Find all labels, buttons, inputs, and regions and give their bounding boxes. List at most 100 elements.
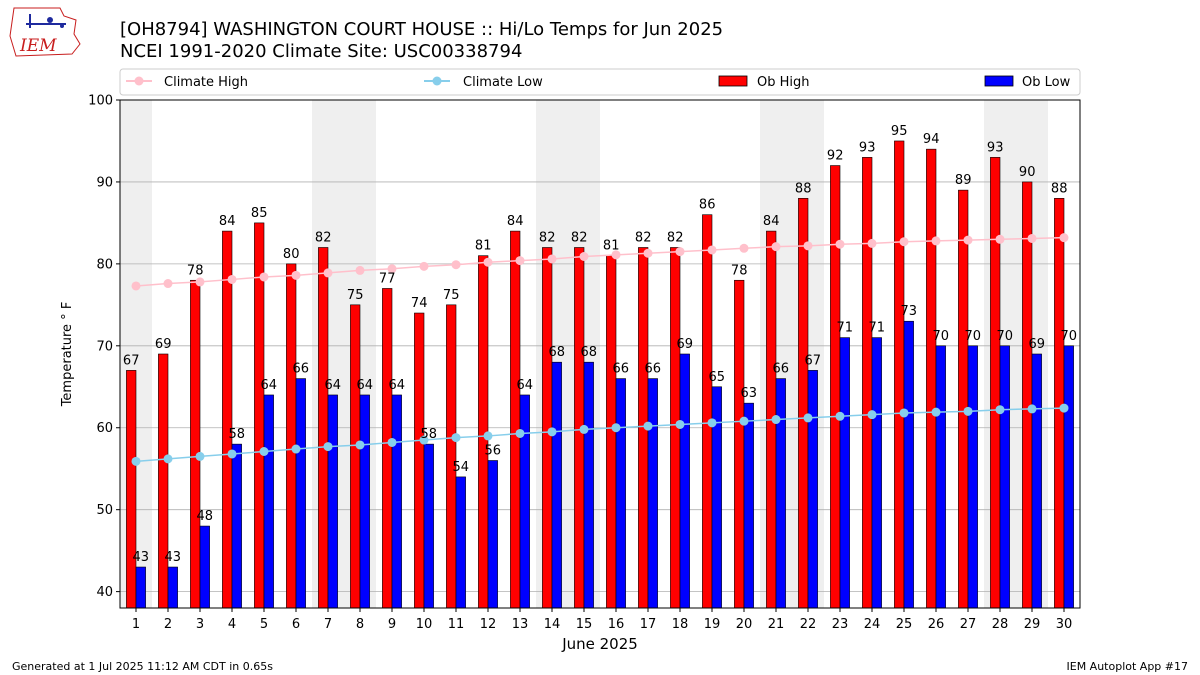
ob-low-bar bbox=[519, 394, 530, 609]
ob-high-label: 82 bbox=[571, 230, 588, 245]
ob-low-label: 43 bbox=[165, 550, 182, 565]
ob-low-label: 65 bbox=[709, 370, 726, 385]
x-tick-label: 19 bbox=[704, 617, 721, 632]
ob-high-bar bbox=[990, 157, 1001, 609]
legend-climate-high: Climate High bbox=[126, 75, 248, 90]
climate-high-point bbox=[419, 261, 429, 271]
y-tick-label: 50 bbox=[96, 503, 113, 518]
x-axis-label: June 2025 bbox=[561, 635, 638, 653]
ob-low-bar bbox=[551, 361, 562, 609]
climate-low-point bbox=[1027, 404, 1037, 414]
climate-high-point bbox=[259, 272, 269, 282]
climate-low-point bbox=[771, 415, 781, 425]
ob-low-bar bbox=[327, 394, 338, 609]
ob-low-label: 66 bbox=[293, 362, 310, 377]
climate-low-point bbox=[195, 451, 205, 461]
x-tick-label: 30 bbox=[1056, 617, 1073, 632]
footer-app: IEM Autoplot App #17 bbox=[1067, 660, 1189, 673]
ob-low-label: 70 bbox=[997, 329, 1014, 344]
climate-lines bbox=[131, 233, 1069, 466]
ob-high-label: 75 bbox=[347, 288, 364, 303]
ob-low-label: 64 bbox=[357, 378, 374, 393]
y-axis: 40 50 60 70 80 90 100 bbox=[88, 94, 120, 600]
ob-high-bar bbox=[958, 189, 969, 609]
x-tick-label: 17 bbox=[640, 617, 657, 632]
ob-high-label: 78 bbox=[731, 263, 748, 278]
ob-low-label: 70 bbox=[1061, 329, 1078, 344]
climate-high-point bbox=[739, 243, 749, 253]
x-tick-label: 25 bbox=[896, 617, 913, 632]
ob-low-bar bbox=[199, 525, 210, 609]
x-tick-label: 6 bbox=[292, 617, 300, 632]
ob-high-label: 84 bbox=[219, 214, 236, 229]
climate-high-point bbox=[963, 235, 973, 245]
ob-high-bar bbox=[894, 140, 905, 609]
ob-low-label: 68 bbox=[581, 345, 598, 360]
ob-low-label: 71 bbox=[869, 321, 886, 336]
ob-low-label: 70 bbox=[965, 329, 982, 344]
ob-high-bar bbox=[126, 370, 137, 609]
ob-high-bar bbox=[798, 198, 809, 609]
ob-high-label: 82 bbox=[315, 230, 332, 245]
y-tick-label: 70 bbox=[96, 339, 113, 354]
ob-high-label: 90 bbox=[1019, 165, 1036, 180]
x-tick-label: 29 bbox=[1024, 617, 1041, 632]
climate-high-line bbox=[135, 236, 1065, 287]
climate-low-point bbox=[259, 447, 269, 457]
climate-high-point bbox=[515, 256, 525, 266]
ob-high-label: 84 bbox=[763, 214, 780, 229]
ob-high-label: 82 bbox=[635, 230, 652, 245]
x-tick-label: 23 bbox=[832, 617, 849, 632]
x-tick-label: 14 bbox=[544, 617, 561, 632]
ob-high-label: 81 bbox=[475, 239, 492, 254]
x-tick-label: 28 bbox=[992, 617, 1009, 632]
ob-low-label: 63 bbox=[741, 386, 758, 401]
climate-low-point bbox=[515, 428, 525, 438]
climate-low-point bbox=[995, 405, 1005, 415]
iem-logo: IEM bbox=[9, 7, 81, 57]
climate-low-point bbox=[547, 427, 557, 437]
ob-low-bar bbox=[583, 361, 594, 609]
ob-high-label: 88 bbox=[795, 181, 812, 196]
climate-high-point bbox=[835, 239, 845, 249]
x-tick-label: 26 bbox=[928, 617, 945, 632]
ob-low-bar bbox=[807, 370, 818, 609]
climate-high-point bbox=[643, 248, 653, 258]
climate-high-point bbox=[195, 277, 205, 287]
ob-low-bar bbox=[295, 378, 306, 609]
y-tick-label: 80 bbox=[96, 257, 113, 272]
x-tick-label: 16 bbox=[608, 617, 625, 632]
climate-high-point bbox=[387, 264, 397, 274]
ob-high-label: 82 bbox=[667, 230, 684, 245]
ob-high-bar bbox=[158, 353, 169, 609]
legend-label-climate-high: Climate High bbox=[164, 75, 248, 90]
climate-high-point bbox=[483, 257, 493, 267]
legend-label-ob-low: Ob Low bbox=[1022, 75, 1071, 90]
ob-low-bar bbox=[935, 345, 946, 609]
ob-high-label: 78 bbox=[187, 263, 204, 278]
ob-low-bar bbox=[903, 320, 914, 609]
climate-low-line bbox=[135, 407, 1065, 463]
chart-title: [OH8794] WASHINGTON COURT HOUSE :: Hi/Lo… bbox=[120, 19, 723, 40]
ob-low-label: 58 bbox=[421, 427, 438, 442]
ob-low-label: 64 bbox=[261, 378, 278, 393]
climate-low-point bbox=[451, 433, 461, 443]
ob-high-bar bbox=[382, 288, 393, 609]
ob-high-bar bbox=[702, 214, 713, 609]
footer-generated: Generated at 1 Jul 2025 11:12 AM CDT in … bbox=[12, 660, 273, 673]
ob-low-label: 56 bbox=[485, 444, 502, 459]
ob-high-label: 89 bbox=[955, 173, 972, 188]
legend-climate-low: Climate Low bbox=[424, 75, 543, 90]
ob-high-bar bbox=[222, 230, 233, 609]
ob-low-label: 66 bbox=[773, 362, 790, 377]
ob-high-bar bbox=[1022, 181, 1033, 609]
ob-high-bar bbox=[1054, 198, 1065, 609]
climate-high-point bbox=[323, 268, 333, 278]
x-tick-label: 21 bbox=[768, 617, 785, 632]
climate-high-point bbox=[771, 242, 781, 252]
x-tick-label: 15 bbox=[576, 617, 593, 632]
climate-low-point bbox=[131, 456, 141, 466]
ob-low-label: 66 bbox=[613, 362, 630, 377]
climate-high-point bbox=[995, 234, 1005, 244]
x-tick-label: 9 bbox=[388, 617, 396, 632]
